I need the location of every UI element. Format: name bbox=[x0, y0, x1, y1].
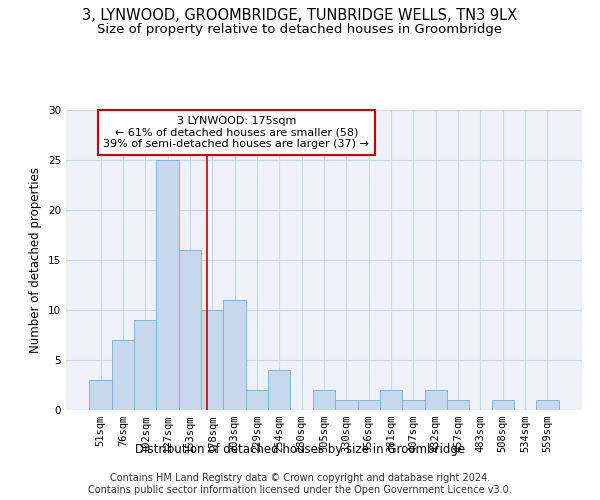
Bar bbox=[112, 340, 134, 410]
Bar bbox=[425, 390, 447, 410]
Bar bbox=[491, 400, 514, 410]
Bar bbox=[223, 300, 246, 410]
Bar bbox=[335, 400, 358, 410]
Bar bbox=[179, 250, 201, 410]
Bar bbox=[380, 390, 402, 410]
Text: Distribution of detached houses by size in Groombridge: Distribution of detached houses by size … bbox=[135, 442, 465, 456]
Bar bbox=[358, 400, 380, 410]
Bar bbox=[89, 380, 112, 410]
Text: Size of property relative to detached houses in Groombridge: Size of property relative to detached ho… bbox=[97, 22, 503, 36]
Text: Contains HM Land Registry data © Crown copyright and database right 2024.
Contai: Contains HM Land Registry data © Crown c… bbox=[88, 474, 512, 495]
Text: 3 LYNWOOD: 175sqm
← 61% of detached houses are smaller (58)
39% of semi-detached: 3 LYNWOOD: 175sqm ← 61% of detached hous… bbox=[103, 116, 369, 149]
Bar bbox=[402, 400, 425, 410]
Bar bbox=[134, 320, 157, 410]
Bar bbox=[201, 310, 223, 410]
Bar bbox=[447, 400, 469, 410]
Bar bbox=[313, 390, 335, 410]
Bar bbox=[536, 400, 559, 410]
Y-axis label: Number of detached properties: Number of detached properties bbox=[29, 167, 43, 353]
Text: 3, LYNWOOD, GROOMBRIDGE, TUNBRIDGE WELLS, TN3 9LX: 3, LYNWOOD, GROOMBRIDGE, TUNBRIDGE WELLS… bbox=[82, 8, 518, 22]
Bar bbox=[157, 160, 179, 410]
Bar bbox=[268, 370, 290, 410]
Bar bbox=[246, 390, 268, 410]
